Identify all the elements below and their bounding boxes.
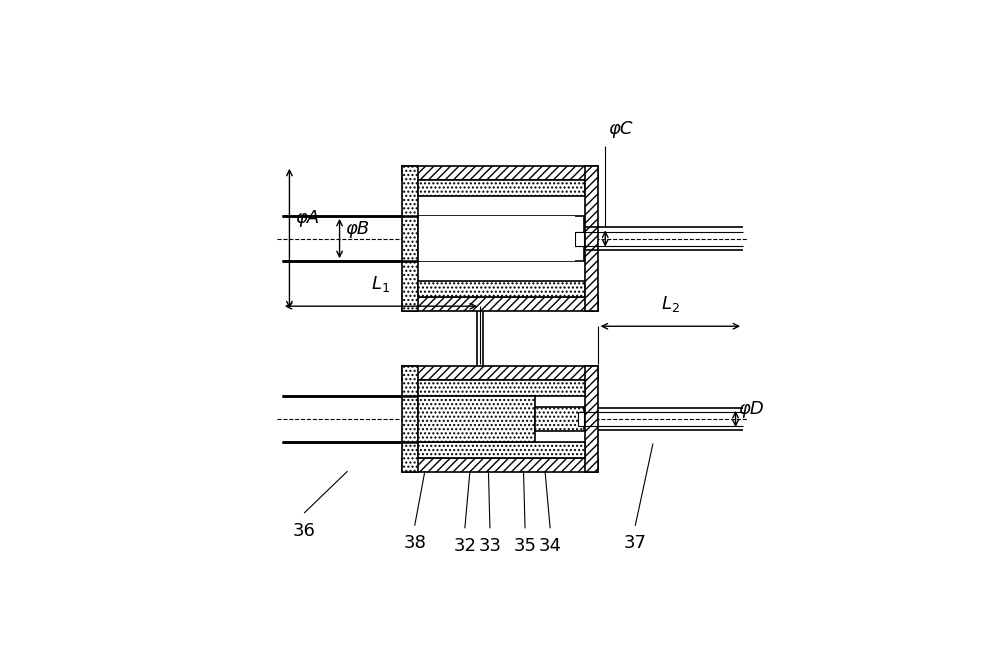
Bar xyxy=(402,458,598,471)
Bar xyxy=(578,412,584,426)
Bar xyxy=(585,166,598,311)
Bar xyxy=(418,441,585,458)
Text: 38: 38 xyxy=(403,534,426,552)
Bar xyxy=(418,281,585,297)
Text: φC: φC xyxy=(608,120,632,138)
Text: 35: 35 xyxy=(514,537,537,555)
Text: 37: 37 xyxy=(624,534,647,552)
Text: 34: 34 xyxy=(539,537,562,555)
Text: φD: φD xyxy=(738,400,764,418)
Text: $L_2$: $L_2$ xyxy=(661,294,680,314)
Text: 36: 36 xyxy=(293,521,316,540)
Bar xyxy=(402,166,598,180)
Text: $L_1$: $L_1$ xyxy=(371,273,390,294)
Bar xyxy=(418,216,584,261)
Bar xyxy=(402,297,598,311)
Bar xyxy=(418,180,585,196)
Text: 32: 32 xyxy=(453,537,476,555)
Bar xyxy=(535,407,584,432)
Text: φA: φA xyxy=(295,210,320,227)
Bar xyxy=(402,166,418,311)
Bar xyxy=(418,380,585,396)
Bar xyxy=(575,232,584,245)
Text: 33: 33 xyxy=(478,537,501,555)
Bar xyxy=(418,396,535,441)
Text: φB: φB xyxy=(346,219,370,238)
Bar xyxy=(419,217,575,260)
Bar xyxy=(402,367,418,471)
Bar xyxy=(585,367,598,471)
Bar xyxy=(402,367,598,380)
